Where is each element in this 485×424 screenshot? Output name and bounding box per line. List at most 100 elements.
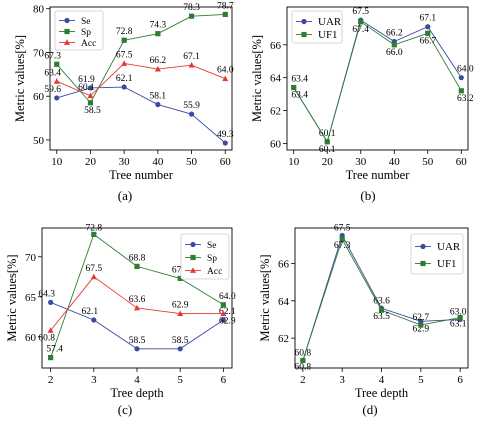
data-point [378,307,385,313]
series-sp: 57.4 72.8 68.8 67.3 64.0 [46,223,236,361]
x-tick-label: 5 [177,374,183,386]
data-label: 64.0 [219,292,236,302]
legend-label: Sp [207,254,217,264]
data-label: 62.1 [219,307,236,317]
y-tick-label: 60 [33,91,45,103]
data-label: 64.0 [457,65,474,75]
data-point [155,31,161,37]
data-point [121,37,127,43]
data-label: 66.2 [150,56,167,66]
data-point [300,357,306,364]
data-label: 63.0 [450,307,467,317]
data-label: 49.3 [217,130,234,140]
data-label: 67.1 [183,52,200,62]
data-label: 64.3 [38,289,55,299]
data-label: 58.5 [84,106,101,116]
data-point [418,322,424,328]
y-axis-label: Metric values[%] [250,35,264,122]
y-tick-label: 66 [278,258,290,270]
data-label: 67.5 [86,264,103,274]
x-tick-label: 30 [119,156,131,168]
x-tick-label: 40 [152,156,164,168]
data-label: 62.9 [219,317,236,327]
legend-marker [64,17,70,24]
legend-label: Se [207,241,217,251]
panel-caption: (d) [362,402,377,417]
series-acc: 63.4 60.1 67.5 66.2 67.1 64.0 [44,50,234,99]
y-tick-label: 50 [33,135,45,147]
x-tick-label: 60 [456,156,468,168]
data-point [222,11,228,18]
data-label: 72.8 [116,27,133,37]
data-point [87,92,94,99]
data-point [154,65,161,72]
data-point [188,61,195,68]
legend-label: UAR [437,241,461,253]
data-point [220,317,226,323]
legend-marker [190,254,196,261]
x-axis-label: Tree depth [110,386,164,400]
data-point [121,60,128,66]
data-point [222,140,228,146]
data-point [53,78,60,84]
data-label: 62.9 [413,324,430,334]
legend-label: Sp [81,28,91,38]
data-label: 63.6 [373,296,390,306]
y-tick-label: 62 [278,333,289,345]
data-point [47,327,54,333]
data-label: 66.0 [386,48,403,58]
legend: UAR UF1 [410,233,464,275]
data-point [425,24,431,30]
data-point [358,19,364,25]
data-label: 78.7 [217,1,234,11]
data-point [177,310,184,316]
x-tick-label: 4 [379,374,385,386]
series-uf1: 60.8 67.3 63.5 62.7 63.1 [295,236,467,373]
x-tick-label: 10 [288,156,300,168]
y-tick-label: 64 [278,296,290,308]
data-point [134,263,140,269]
data-point [121,84,127,90]
plot-frame [49,6,233,151]
legend-marker [190,267,196,273]
x-tick-label: 50 [186,156,198,168]
data-label: 68.8 [129,253,146,263]
data-label: 63.4 [291,91,308,101]
series-uf1: 63.4 60.1 67.4 66.0 66.7 63.2 [291,19,474,155]
data-label: 59.6 [44,85,61,95]
x-tick-label: 3 [91,374,97,386]
data-point [87,100,94,106]
x-axis-label: Tree number [346,168,411,182]
chart-panel-4: 2 3 4 5 6 62 64 66 Tree depth Metric values[%] 60.… [258,223,469,417]
legend-label: UAR [318,16,342,28]
data-label: 63.1 [450,320,467,330]
series-acc: 60.8 67.5 63.6 62.9 62.9 [38,264,236,344]
data-point [324,139,330,145]
data-label: 62.9 [172,301,189,311]
panel-caption: (b) [360,188,375,203]
data-point [134,304,140,311]
legend-marker [301,31,307,38]
series-line [56,62,226,97]
data-point [91,317,97,323]
data-label: 63.5 [373,312,390,322]
data-point [188,13,195,19]
y-axis-label: Metric values[%] [5,254,19,341]
data-label: 67.5 [352,7,369,17]
data-label: 63.4 [44,68,61,78]
data-point [222,75,229,82]
x-tick-label: 6 [221,374,227,386]
data-point [220,310,227,316]
data-point [220,302,226,308]
plot-frame [286,6,469,151]
series-line [293,21,462,143]
data-label: 61.9 [78,75,95,85]
data-label: 66.7 [419,36,436,46]
data-point [457,315,463,321]
x-tick-label: 3 [339,374,345,386]
data-label: 60.8 [295,363,312,373]
data-label: 67.3 [172,265,189,275]
x-tick-label: 20 [322,156,334,168]
